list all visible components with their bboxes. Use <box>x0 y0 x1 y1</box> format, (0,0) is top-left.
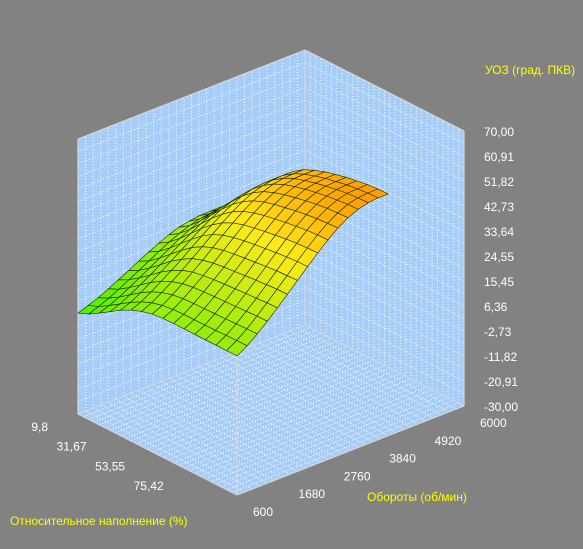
rpm-tick-label: 2760 <box>344 469 371 483</box>
rpm-tick-label: 600 <box>253 505 273 519</box>
rpm-tick-label: 3840 <box>389 452 416 466</box>
rpm-tick-label: 6000 <box>480 416 507 430</box>
load-tick-label: 75,42 <box>134 479 164 493</box>
rpm-tick-label: 1680 <box>298 487 325 501</box>
z-tick-label: 33,64 <box>484 225 514 239</box>
z-tick-label: 70,00 <box>484 125 514 139</box>
surface-mesh <box>77 169 389 357</box>
z-axis-label: УОЗ (град. ПКВ) <box>485 63 575 77</box>
load-axis-label: Относительное наполнение (%) <box>10 514 188 528</box>
floor-front-right-edge <box>236 405 465 496</box>
z-tick-label: 6,36 <box>484 300 508 314</box>
back-right-pane <box>305 50 464 406</box>
right-wall-top-edge <box>304 49 465 132</box>
tick-labels: 70,00 60,91 51,82 42,73 33,64 24,55 15,45 6,36 -… <box>31 125 518 519</box>
load-tick-label: 9,8 <box>31 420 48 434</box>
z-tick-label: -11,82 <box>484 350 517 364</box>
left-wall-top-edge <box>77 49 306 140</box>
rpm-tick-label: 4920 <box>435 434 462 448</box>
surface-cell <box>226 340 248 357</box>
floor-back-left-edge <box>77 324 306 415</box>
z-tick-label: 24,55 <box>484 250 514 264</box>
z-tick-label: -20,91 <box>484 375 518 389</box>
load-tick-label: 31,67 <box>57 440 87 454</box>
z-tick-label: -2,73 <box>484 325 512 339</box>
floor-back-right-edge <box>304 324 465 407</box>
z-tick-label: 51,82 <box>484 175 514 189</box>
z-tick-label: 42,73 <box>484 200 514 214</box>
z-tick-label: 15,45 <box>484 275 514 289</box>
z-tick-label: -30,00 <box>484 400 518 414</box>
floor-front-left-edge <box>77 413 238 496</box>
z-tick-label: 60,91 <box>484 150 514 164</box>
rpm-axis-label: Обороты (об/мин) <box>367 490 467 504</box>
load-tick-label: 53,55 <box>95 459 125 473</box>
